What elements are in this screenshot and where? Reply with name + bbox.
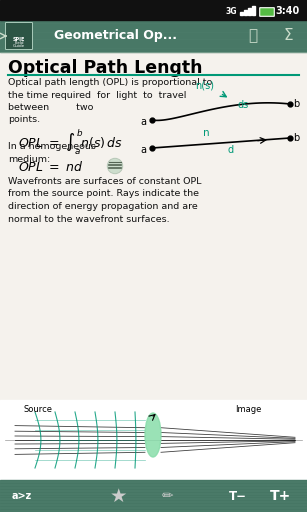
FancyBboxPatch shape [6,23,33,50]
Bar [0,32,307,480]
Text: d: d [228,145,234,155]
Bar [248,8,251,15]
Text: T−: T− [229,489,247,502]
Bar [0,0,307,20]
Bar [252,6,255,15]
Circle shape [107,159,122,174]
Text: ✏: ✏ [161,489,173,503]
Text: T+: T+ [270,489,292,503]
Text: $\mathit{OPL}\ =\ \int_a^b\!n(s)\,ds$: $\mathit{OPL}\ =\ \int_a^b\!n(s)\,ds$ [18,127,123,156]
Text: from the source point. Rays indicate the: from the source point. Rays indicate the [8,189,199,199]
FancyBboxPatch shape [260,8,274,16]
Circle shape [108,160,122,173]
Text: In a homogeneous: In a homogeneous [8,142,96,151]
Text: 3G: 3G [225,7,237,15]
Text: a: a [140,117,146,127]
Text: Guide: Guide [13,44,25,48]
Text: normal to the wavefront surfaces.: normal to the wavefront surfaces. [8,215,170,224]
Text: ⌕: ⌕ [248,29,258,44]
Text: $\mathit{OPL}\ =\ nd$: $\mathit{OPL}\ =\ nd$ [18,160,84,174]
Text: ★: ★ [109,486,127,505]
Text: Optical path length (OPL) is proportional to: Optical path length (OPL) is proportiona… [8,78,212,87]
Text: between         two: between two [8,103,93,112]
Text: the time required  for  light  to  travel: the time required for light to travel [8,91,186,99]
Bar [240,12,243,15]
Text: n(s): n(s) [196,81,215,91]
Text: 3:40: 3:40 [276,6,300,16]
Text: Σ: Σ [283,29,293,44]
Text: points.: points. [8,116,40,124]
Bar [0,20,307,52]
Text: a: a [140,145,146,155]
Text: a>z: a>z [12,491,32,501]
Text: Geometrical Op...: Geometrical Op... [53,30,177,42]
Text: b: b [293,99,299,109]
Text: medium:: medium: [8,155,50,163]
Text: Wavefronts are surfaces of constant OPL: Wavefronts are surfaces of constant OPL [8,177,201,186]
Text: direction of energy propagation and are: direction of energy propagation and are [8,202,198,211]
Ellipse shape [145,413,161,457]
Text: Field: Field [14,41,24,45]
Text: n: n [203,128,209,138]
Bar [244,10,247,15]
Text: Source: Source [24,405,52,414]
Text: ds: ds [238,100,249,110]
Text: Image: Image [235,405,261,414]
Text: b: b [293,133,299,143]
Text: Optical Path Length: Optical Path Length [8,59,203,77]
Text: SPIE: SPIE [13,37,25,42]
Bar [0,400,307,480]
Bar [0,480,307,512]
